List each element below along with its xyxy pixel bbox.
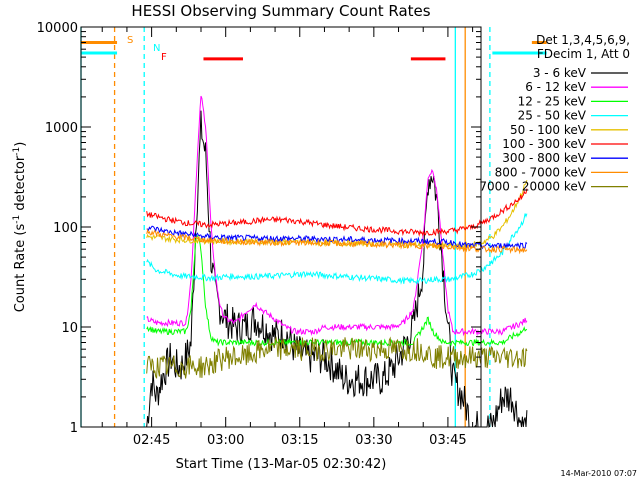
x-tick-label-03-45: 03:45 [429, 433, 466, 448]
chart-title: HESSI Observing Summary Count Rates [131, 2, 430, 20]
series-line-100-300-kev [146, 188, 528, 237]
series-line-25-50-kev [146, 213, 528, 285]
x-tick-label-02-45: 02:45 [133, 433, 170, 448]
y-tick-label-1: 1 [70, 421, 78, 436]
legend-title-line-1: Det 1,3,4,5,6,9, [536, 33, 630, 47]
flag-label-f: F [161, 52, 167, 63]
series-line-6-12-kev [146, 95, 528, 337]
legend-label-100-300-kev: 100 - 300 keV [502, 137, 586, 151]
series-line-50-100-kev [146, 180, 528, 251]
legend-label-3-6-kev: 3 - 6 keV [533, 66, 587, 80]
footer-timestamp: 14-Mar-2010 07:07 [561, 469, 638, 478]
legend-label-12-25-kev: 12 - 25 keV [518, 94, 587, 108]
legend-label-25-50-kev: 25 - 50 keV [518, 109, 587, 123]
x-axis-label: Start Time (13-Mar-05 02:30:42) [176, 457, 387, 472]
legend-label-6-12-kev: 6 - 12 keV [525, 80, 587, 94]
legend-label-7000-20000-kev: 7000 - 20000 keV [479, 180, 586, 194]
y-tick-label-10000: 10000 [37, 21, 78, 36]
legend-label-800-7000-kev: 800 - 7000 keV [495, 165, 587, 179]
legend: Det 1,3,4,5,6,9, FDecim 1, Att 0 3 - 6 k… [479, 33, 630, 194]
flag-label-n: N [153, 43, 160, 54]
y-tick-label-1000: 1000 [45, 121, 78, 136]
plot-frame [80, 26, 482, 428]
series-line-7000-20000-kev [146, 336, 528, 379]
legend-title-line-2: FDecim 1, Att 0 [537, 47, 630, 61]
y-tick-label-100: 100 [53, 221, 78, 236]
series-line-300-800-kev [146, 225, 528, 250]
x-tick-label-03-15: 03:15 [281, 433, 318, 448]
series-line-800-7000-kev [146, 228, 528, 255]
series-line-3-6-kev [146, 110, 528, 428]
series-line-12-25-kev [146, 235, 528, 348]
flag-label-s: S [127, 35, 133, 46]
y-tick-label-10: 10 [61, 321, 78, 336]
x-tick-label-03-00: 03:00 [207, 433, 244, 448]
legend-label-300-800-kev: 300 - 800 keV [502, 151, 586, 165]
legend-label-50-100-kev: 50 - 100 keV [510, 123, 587, 137]
plot-area: S NF 1 10 100 1000 10000 02:45 03:00 03:15 03:30 03… [37, 21, 547, 448]
y-axis-label: Count Rate (s-1 detector-1) [12, 142, 28, 313]
x-tick-label-03-30: 03:30 [355, 433, 392, 448]
